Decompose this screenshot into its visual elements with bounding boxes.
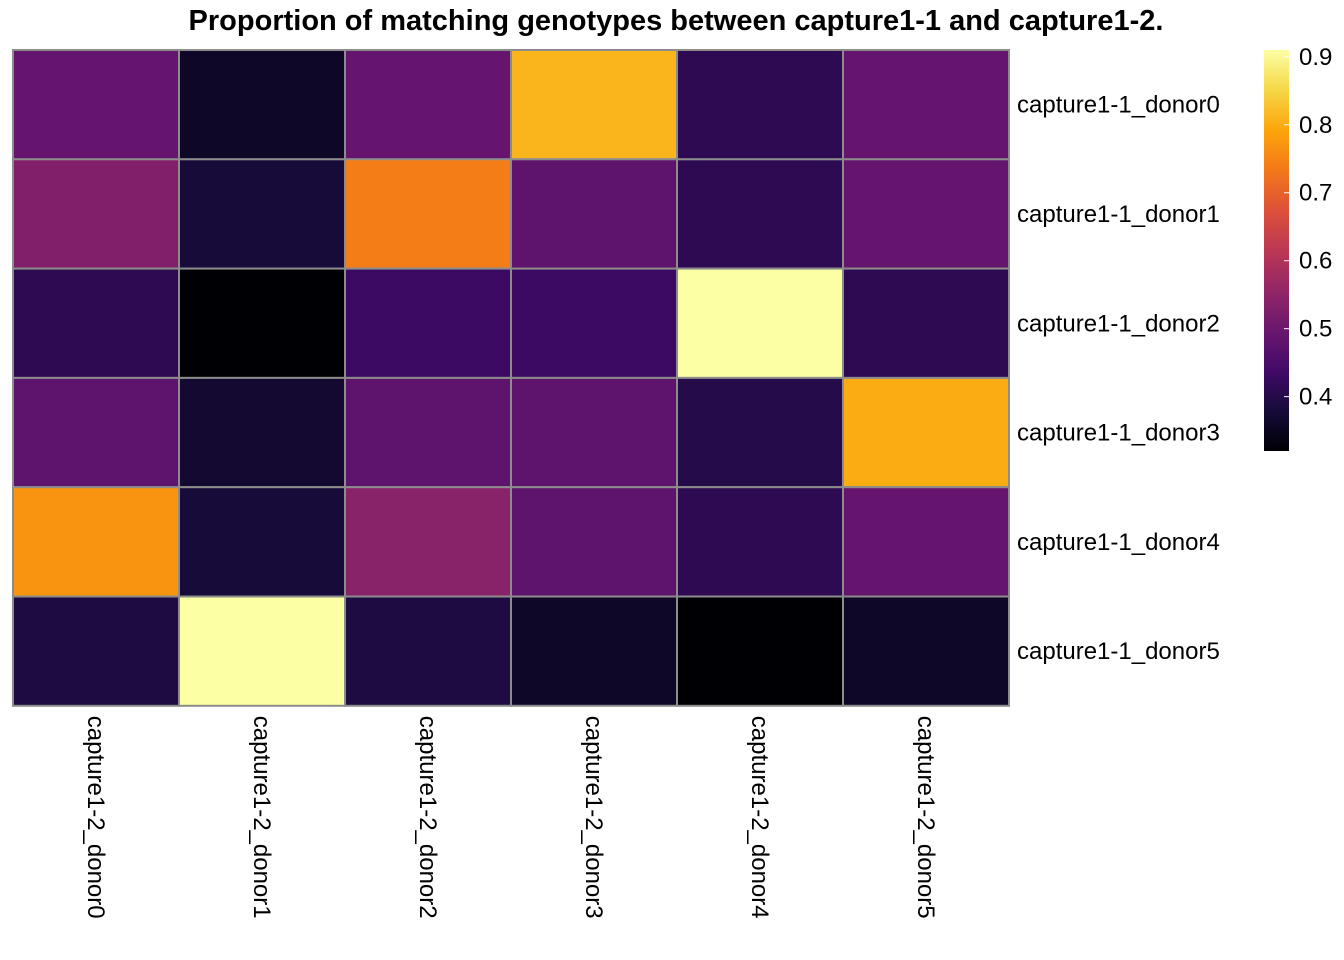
heatmap-cell [12,595,180,707]
heatmap-cell [12,49,180,161]
colorbar-legend: 0.4 0.5 0.6 0.7 0.8 0.9 [1264,44,1332,451]
heatmap-cell [344,49,512,161]
heatmap-cell [510,158,678,270]
heatmap-cell [842,267,1010,379]
colorbar-tick-label: 0.7 [1299,180,1332,207]
row-label: capture1-1_donor2 [1017,310,1220,337]
colorbar-tick-label: 0.9 [1299,44,1332,71]
heatmap-cell [12,158,180,270]
chart-title: Proportion of matching genotypes between… [189,5,1164,37]
row-label: capture1-1_donor4 [1017,529,1220,556]
heatmap-cell [510,486,678,598]
row-labels: capture1-1_donor0 capture1-1_donor1captur… [1017,92,1220,666]
heatmap-cell [12,376,180,489]
column-label: capture1-2_donor4 [746,716,773,919]
row-label: capture1-1_donor5 [1017,638,1220,665]
heatmap-cell [178,49,346,161]
colorbar-tick-label: 0.6 [1299,248,1332,275]
colorbar-gradient [1264,50,1289,451]
heatmap-cell [178,376,346,489]
heatmap-cell [676,376,844,489]
row-label: capture1-1_donor3 [1017,420,1220,447]
row-label: capture1-1_donor1 [1017,201,1220,228]
heatmap-cell [178,158,346,270]
column-label: capture1-2_donor3 [580,716,607,919]
heatmap-cell [676,49,844,161]
heatmap-cells [12,49,1010,707]
heatmap-cell [344,486,512,598]
heatmap-cell [178,486,346,598]
heatmap-cell [510,595,678,707]
column-label: capture1-2_donor5 [912,716,939,919]
row-label: capture1-1_donor0 [1017,92,1220,119]
heatmap-cell [676,158,844,270]
heatmap-cell [178,595,346,707]
colorbar-tick-label: 0.4 [1299,384,1332,411]
heatmap-cell [842,376,1010,489]
column-labels: capture1-2_donor0 capture1-2_donor1 captur… [82,716,939,919]
heatmap-cell [344,158,512,270]
heatmap-cell [842,49,1010,161]
heatmap-cell [676,595,844,707]
heatmap-cell [676,267,844,379]
colorbar-tick-label: 0.8 [1299,112,1332,139]
heatmap-cell [344,376,512,489]
heatmap-cell [510,267,678,379]
heatmap-cell [178,267,346,379]
heatmap-cell [842,486,1010,598]
colorbar-tick-label: 0.5 [1299,316,1332,343]
heatmap-cell [676,486,844,598]
column-label: capture1-2_donor0 [82,716,109,919]
heatmap-cell [12,486,180,598]
heatmap-cell [842,158,1010,270]
column-label: capture1-2_donor2 [414,716,441,919]
heatmap-cell [344,595,512,707]
heatmap-cell [344,267,512,379]
column-label: capture1-2_donor1 [248,716,275,919]
heatmap-cell [510,376,678,489]
heatmap-cell [12,267,180,379]
heatmap-cell [842,595,1010,707]
heatmap-cell [510,49,678,161]
